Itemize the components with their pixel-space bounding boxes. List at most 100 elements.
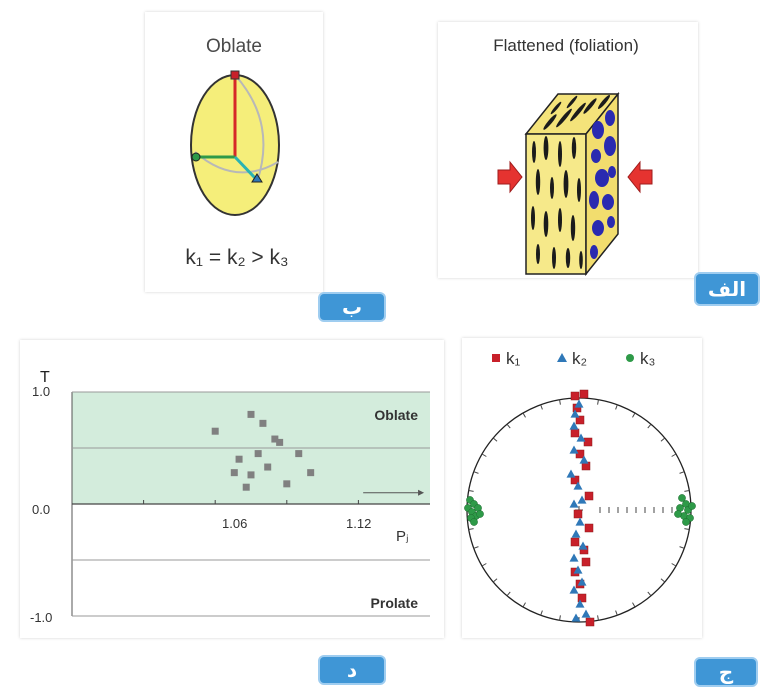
badge-dal: د [318,655,386,685]
primitive-tick-290 [615,404,618,410]
primitive-tick-200 [473,471,479,474]
primitive-tick-140 [492,578,498,583]
panel-oblate: Oblate k₁ = k₂ > k₃ [145,12,323,292]
k3-point-8 [470,518,478,526]
k3-marker [191,152,201,162]
k2-point-18 [581,609,591,618]
x-axis-ticks [143,500,359,504]
k2-point-4 [569,445,579,454]
primitive-tick-10 [684,528,690,530]
primitive-tick-170 [468,528,474,530]
data-point-4 [276,438,284,446]
front-face-grains [531,136,583,269]
k1-point-3 [575,415,585,425]
data-point-6 [295,450,303,458]
panel-flattened: Flattened (foliation) [438,22,698,278]
primitive-tick-220 [492,437,498,442]
k1-point-1 [570,391,580,401]
k2-point-16 [569,585,579,594]
y-tick-label-top: 1.0 [32,384,50,399]
data-point-11 [307,469,315,477]
region-label-prolate: Prolate [371,595,419,611]
k2-point-0 [574,399,584,408]
primitive-tick-40 [660,578,666,583]
k1-point-9 [584,491,594,501]
oblate-ellipsoid-figure: Oblate k₁ = k₂ > k₃ [185,36,288,269]
primitive-tick-100 [559,615,561,621]
y-tick-label-bottom: -1.0 [30,610,52,625]
k1-point-0 [579,389,589,399]
panel-stereonet: k₁ k₂ k₃ [462,338,702,638]
data-point-9 [230,469,238,477]
primitive-tick-300 [632,412,636,418]
k2-point-14 [573,565,583,574]
data-points [211,410,315,491]
compression-arrow-right [627,160,653,194]
primitive-tick-230 [506,423,511,429]
k1-point-12 [570,537,580,547]
primitive-tick-30 [671,563,677,567]
primitive-tick-70 [615,610,618,616]
k1-point-18 [585,617,595,627]
k2-point-8 [577,495,587,504]
y-tick-label-zero: 0.0 [32,502,50,517]
legend-marker-k2 [557,353,567,362]
k2-axis [233,155,259,182]
primitive-tick-350 [684,490,690,492]
stereonet-legend: k₁ k₂ k₃ [492,349,655,368]
primitive-tick-150 [481,563,487,567]
data-point-10 [247,471,255,479]
compression-arrow-left [497,160,523,194]
k2-marker [251,173,263,183]
primitive-tick-320 [660,437,666,442]
k2-points [566,399,591,622]
oblate-title: Oblate [206,36,262,57]
primitive-tick-280 [597,399,599,405]
k2-point-19 [571,613,581,622]
k1-marker [230,70,240,80]
k2-point-7 [573,481,583,490]
data-point-3 [271,435,279,443]
x-tick-label-1: 1.06 [222,516,247,531]
data-point-0 [211,427,219,435]
data-point-1 [247,410,255,418]
flattened-title: Flattened (foliation) [493,36,639,55]
k2-point-15 [577,577,587,586]
stereonet-figure: k₁ k₂ k₃ [464,349,696,627]
badge-jim: ج [694,657,758,687]
k2-point-3 [576,433,586,442]
primitive-tick-240 [522,412,526,418]
region-label-oblate: Oblate [374,407,418,423]
legend-label-2: k₃ [640,349,655,368]
k2-point-11 [571,529,581,538]
k2-point-5 [579,455,589,464]
primitive-tick-120 [522,602,526,608]
k1-point-11 [584,523,594,533]
primitive-tick-50 [647,591,652,597]
k2-point-10 [575,517,585,526]
k2-point-17 [575,599,585,608]
k3-points [464,494,696,526]
k2-point-2 [569,421,579,430]
badge-be: ب [318,292,386,322]
primitive-tick-130 [506,591,511,597]
primitive-tick-160 [473,546,479,549]
k3-point-16 [682,518,690,526]
k3-point-17 [688,502,696,510]
k3-point-7 [476,510,484,518]
k1-point-10 [573,509,583,519]
t-pj-scatter-chart: T 1.0 0.0 -1.0 1.06 1.12 Pⱼ Oblate Prola… [30,369,430,625]
y-axis-label: T [40,369,50,386]
k2-point-9 [569,499,579,508]
legend-label-1: k₂ [572,349,587,368]
k2-point-12 [578,541,588,550]
k2-point-1 [570,409,580,418]
panel-t-pj-chart: T 1.0 0.0 -1.0 1.06 1.12 Pⱼ Oblate Prola… [20,340,444,638]
primitive-tick-190 [468,490,474,492]
badge-alef: الف [694,272,760,306]
legend-label-0: k₁ [506,349,521,368]
primitive-tick-110 [540,610,543,616]
primitive-tick-250 [540,404,543,410]
k2-point-13 [569,553,579,562]
legend-marker-k3 [626,354,634,362]
